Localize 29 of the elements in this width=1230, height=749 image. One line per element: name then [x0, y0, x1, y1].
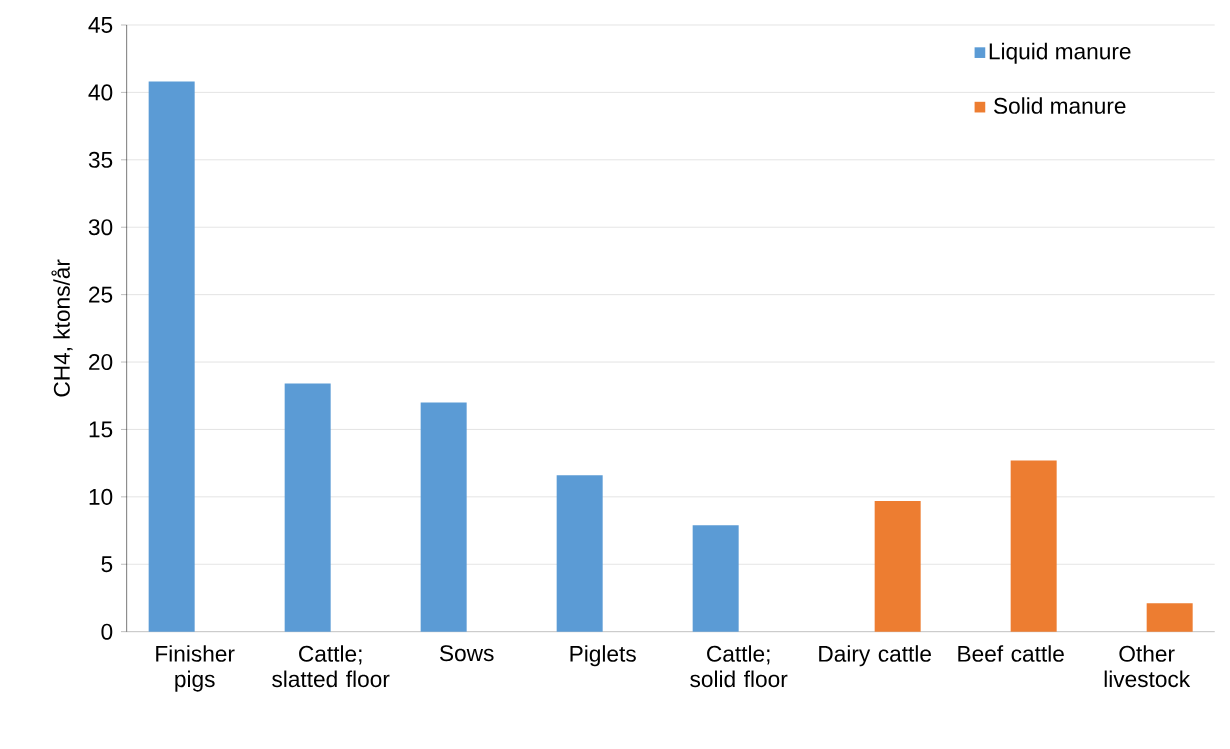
bar: [556, 475, 603, 632]
y-tick-label: 5: [101, 556, 113, 573]
legend-label: Solid manure: [993, 97, 1126, 114]
bar: [692, 525, 739, 632]
y-tick-label: 35: [88, 151, 113, 168]
bar: [420, 402, 467, 632]
legend-label: Liquid manure: [989, 42, 1131, 64]
x-tick-label: Cattle; slatted floor: [272, 645, 390, 688]
bar: [284, 383, 331, 632]
y-tick-label: 0: [101, 623, 113, 640]
x-tick-label: Dairy cattle: [819, 645, 931, 667]
y-tick-label: 40: [88, 84, 113, 101]
x-tick-label: Piglets: [570, 645, 636, 667]
x-tick-label: Sows: [439, 645, 494, 662]
bar: [874, 500, 921, 632]
bar: [1146, 603, 1193, 632]
x-tick-label: Finisher pigs: [156, 645, 235, 692]
x-tick-label: Cattle; solid floor: [690, 645, 788, 688]
y-tick-label: 20: [89, 354, 113, 371]
y-tick-label: 45: [88, 17, 113, 33]
bar: [1010, 460, 1057, 632]
y-tick-label: 30: [88, 219, 113, 236]
y-tick-label: 10: [89, 488, 113, 505]
y-tick-label: 25: [89, 286, 113, 303]
y-axis-title: CH4, ktons/år: [51, 259, 73, 397]
y-tick-label: 15: [89, 421, 113, 438]
bar: [148, 81, 195, 632]
x-tick-label: Other livestock: [1104, 645, 1191, 688]
x-tick-label: Beef cattle: [958, 645, 1064, 662]
